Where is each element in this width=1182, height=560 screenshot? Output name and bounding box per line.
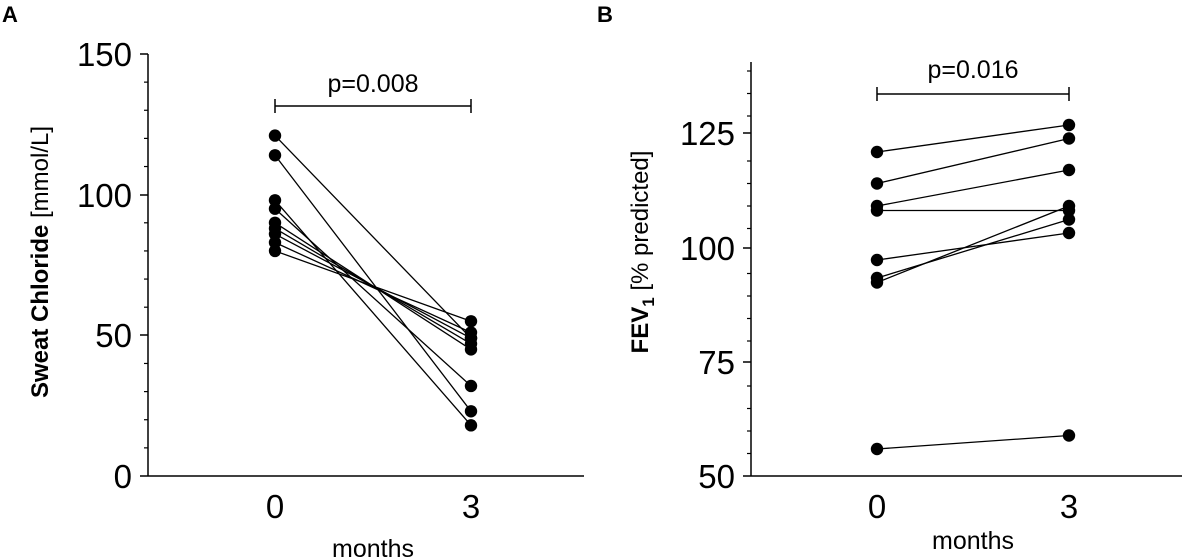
panel-b-point-month3-7 bbox=[1062, 429, 1076, 442]
panel-a-pair-line-3 bbox=[274, 208, 472, 387]
panel-b-y-axis-title-sub: 1 bbox=[639, 297, 658, 306]
panel-a-data bbox=[268, 129, 478, 432]
panel-a-y-axis-title-unit: [mmol/L] bbox=[27, 126, 54, 225]
panel-a-point-month3-3 bbox=[464, 379, 478, 393]
panel-a-y-axis-title: Sweat Chloride [mmol/L] bbox=[27, 126, 54, 398]
panel-b-point-month3-6 bbox=[1062, 199, 1076, 213]
panel-b-point-month3-5 bbox=[1062, 213, 1076, 226]
panel-b-data bbox=[870, 118, 1076, 456]
panel-a-xtick-label-0: 0 bbox=[266, 488, 284, 525]
panel-b-xtick-label-3: 3 bbox=[1060, 488, 1078, 525]
panel-b-pair-line-2 bbox=[876, 169, 1070, 207]
panel-b-ytick-label-125: 125 bbox=[680, 115, 735, 152]
panel-a-ytick-label-100: 100 bbox=[77, 177, 132, 214]
panel-b-pair-line-1 bbox=[876, 137, 1070, 185]
panel-a-pair-line-1 bbox=[274, 154, 472, 412]
panel-b-y-axis-title-unit: [% predicted] bbox=[627, 151, 654, 298]
panel-b-minor-ticks bbox=[747, 70, 751, 455]
panel-a-ytick-label-0: 0 bbox=[114, 458, 132, 495]
panel-a-p-value: p=0.008 bbox=[327, 70, 418, 98]
panel-a-y-axis-title-bold: Sweat Chloride bbox=[27, 225, 54, 398]
panel-b-label: B bbox=[597, 2, 613, 27]
panel-b-pair-line-7 bbox=[876, 434, 1070, 450]
panel-b-point-month0-1 bbox=[870, 177, 884, 190]
panel-b-xtick-label-0: 0 bbox=[868, 488, 886, 525]
panel-b-ytick-label-50: 50 bbox=[698, 458, 735, 495]
panel-a-pair-line-0 bbox=[274, 135, 472, 339]
panel-a-ytick-label-150: 150 bbox=[77, 36, 132, 73]
panel-b-ytick-label-75: 75 bbox=[698, 344, 735, 381]
panel-b-significance-bracket bbox=[876, 87, 1070, 101]
panel-a-minor-ticks bbox=[144, 81, 148, 449]
panel-a-point-month0-0 bbox=[268, 129, 282, 142]
panel-a-pair-line-2 bbox=[274, 199, 472, 426]
panel-b-pair-line-5 bbox=[876, 218, 1070, 279]
panel-a-point-month0-8 bbox=[268, 244, 282, 258]
panel-a-point-month3-2 bbox=[464, 419, 478, 432]
panel-b-x-axis-title: months bbox=[932, 527, 1014, 555]
panel-a-pair-line-7 bbox=[274, 241, 472, 334]
panel-b-y-axis-title: FEV1 [% predicted] bbox=[627, 151, 658, 354]
panel-b-point-month0-3 bbox=[870, 204, 884, 217]
panel-a-label: A bbox=[2, 2, 18, 27]
panel-b-pair-line-6 bbox=[876, 205, 1070, 284]
panel-a-significance-bracket bbox=[274, 99, 472, 113]
panel-a-point-month0-3 bbox=[268, 202, 282, 215]
panel-a-point-month3-7 bbox=[464, 326, 478, 339]
panel-b-point-month3-2 bbox=[1062, 163, 1076, 177]
panel-a-ytick-label-50: 50 bbox=[95, 317, 132, 354]
panel-a-point-month3-8 bbox=[464, 315, 478, 328]
panel-a-point-month3-1 bbox=[464, 405, 478, 418]
panel-b-point-month3-0 bbox=[1062, 118, 1076, 132]
panel-b-point-month0-6 bbox=[870, 276, 884, 289]
panel-b-point-month3-4 bbox=[1062, 226, 1076, 240]
panel-b-p-value: p=0.016 bbox=[927, 56, 1018, 84]
panel-a: A Sweat Chloride [mmol/L] 0 50 100 150 0… bbox=[2, 2, 584, 560]
panel-b: B FEV1 [% predicted] 50 75 100 125 0 3 m… bbox=[597, 2, 1182, 555]
panel-b-point-month0-7 bbox=[870, 442, 884, 456]
panel-a-xtick-label-3: 3 bbox=[462, 488, 480, 525]
panel-b-pair-line-0 bbox=[876, 124, 1070, 153]
panel-b-ytick-label-100: 100 bbox=[680, 230, 735, 267]
panel-b-y-axis-title-bold: FEV bbox=[627, 307, 654, 354]
panel-b-point-month0-0 bbox=[870, 145, 884, 159]
panel-a-x-axis-title: months bbox=[332, 535, 414, 560]
panel-a-point-month0-1 bbox=[268, 149, 282, 162]
panel-b-point-month3-1 bbox=[1062, 132, 1076, 145]
panel-b-point-month0-4 bbox=[870, 253, 884, 267]
panel-b-pair-line-4 bbox=[876, 232, 1070, 261]
panel-a-pair-line-8 bbox=[274, 250, 472, 322]
